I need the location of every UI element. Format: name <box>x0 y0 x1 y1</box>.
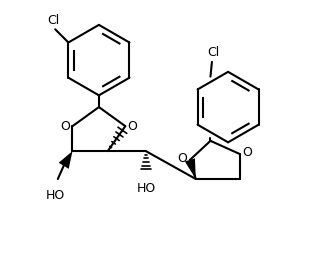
Text: O: O <box>60 120 70 133</box>
Text: O: O <box>128 120 138 133</box>
Polygon shape <box>59 151 73 169</box>
Text: Cl: Cl <box>207 46 219 59</box>
Text: Cl: Cl <box>48 14 60 27</box>
Text: O: O <box>178 152 187 165</box>
Text: O: O <box>242 146 252 159</box>
Text: HO: HO <box>136 182 156 195</box>
Text: HO: HO <box>45 189 64 202</box>
Polygon shape <box>185 158 196 179</box>
